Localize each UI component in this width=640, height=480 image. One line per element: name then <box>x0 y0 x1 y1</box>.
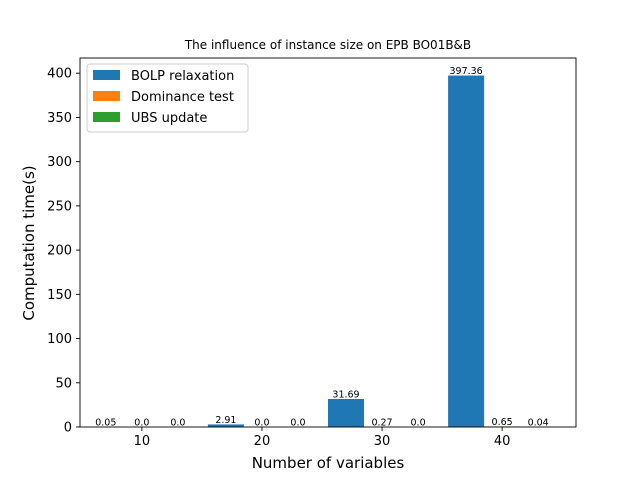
value-label-ubs-update-40: 0.04 <box>528 417 549 428</box>
value-label-bolp-relaxation-10: 0.05 <box>95 417 116 428</box>
value-label-bolp-relaxation-30: 31.69 <box>332 389 359 400</box>
y-tick-label-150: 150 <box>47 288 72 303</box>
y-tick-label-350: 350 <box>47 111 72 126</box>
legend-label-bolp-relaxation: BOLP relaxation <box>131 69 234 84</box>
legend-swatch-ubs-update <box>93 112 120 122</box>
value-label-ubs-update-20: 0.0 <box>290 418 305 429</box>
y-tick-label-100: 100 <box>47 332 72 347</box>
legend-swatch-dominance-test <box>93 91 120 101</box>
value-labels-layer: 0.05 2.91 31.69 397.36 0.0 0.0 0.27 0.65 0.0 0.0 0… <box>95 66 549 428</box>
x-tick-label-40: 40 <box>494 434 511 449</box>
value-label-dominance-test-40: 0.65 <box>492 417 513 428</box>
legend-box <box>86 63 249 133</box>
value-label-ubs-update-30: 0.0 <box>411 418 426 429</box>
x-axis-label: Number of variables <box>252 454 405 472</box>
y-tick-label-50: 50 <box>55 376 72 391</box>
plot-frame <box>79 57 577 428</box>
y-axis-label: Computation time(s) <box>20 165 38 320</box>
x-tick-label-20: 20 <box>254 434 271 449</box>
y-tick-label-400: 400 <box>47 67 72 82</box>
legend: BOLP relaxation Dominance test UBS update <box>86 63 249 133</box>
bars-layer <box>87 75 557 427</box>
legend-label-dominance-test: Dominance test <box>131 90 234 105</box>
value-label-bolp-relaxation-40: 397.36 <box>449 66 482 77</box>
value-label-dominance-test-30: 0.27 <box>371 417 392 428</box>
value-label-ubs-update-10: 0.0 <box>170 418 185 429</box>
y-tick-label-250: 250 <box>47 199 72 214</box>
bar-bolp-relaxation-30 <box>328 398 365 427</box>
legend-swatch-bolp-relaxation <box>93 70 120 80</box>
y-tick-label-300: 300 <box>47 155 72 170</box>
bar-bolp-relaxation-40 <box>448 75 485 427</box>
axes-layer: 0 50 100 150 200 250 300 350 400 10 20 30 40 <box>47 57 577 449</box>
y-tick-label-200: 200 <box>47 244 72 259</box>
x-tick-label-30: 30 <box>374 434 391 449</box>
legend-label-ubs-update: UBS update <box>131 111 207 126</box>
y-tick-label-0: 0 <box>64 421 72 436</box>
x-tick-label-10: 10 <box>134 434 151 449</box>
bar-bolp-relaxation-20 <box>207 424 244 427</box>
value-label-dominance-test-10: 0.0 <box>134 418 149 429</box>
chart-title: The influence of instance size on EPB BO… <box>184 38 471 52</box>
value-label-dominance-test-20: 0.0 <box>254 418 269 429</box>
value-label-bolp-relaxation-20: 2.91 <box>215 415 236 426</box>
